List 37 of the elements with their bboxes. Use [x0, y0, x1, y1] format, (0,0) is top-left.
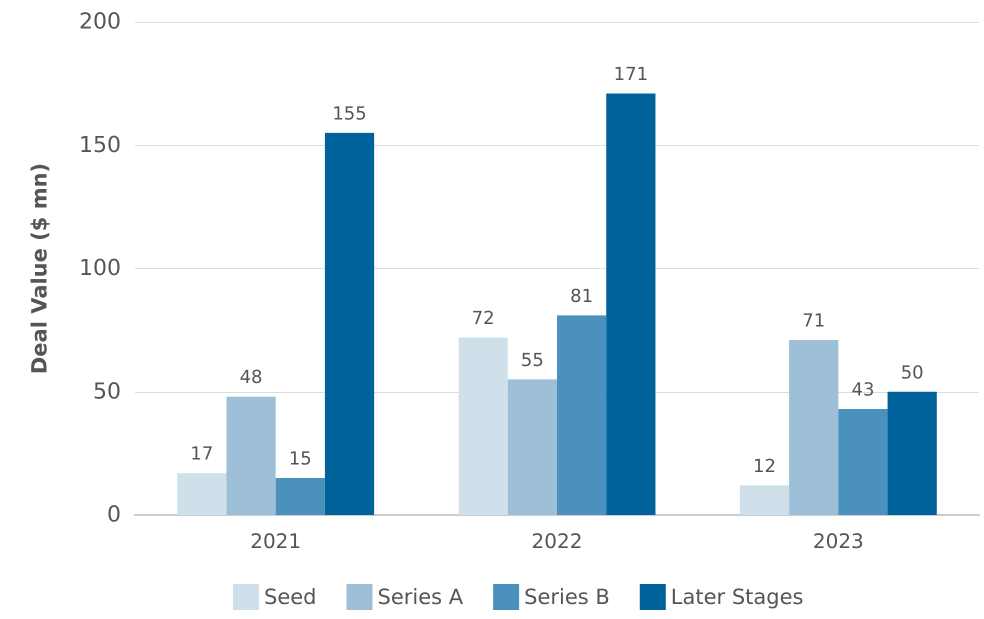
data-label: 72 [472, 308, 495, 330]
x-tick-label: 2022 [532, 529, 582, 553]
data-label: 15 [288, 448, 312, 470]
y-axis-title: Deal Value ($ mn) [28, 162, 52, 374]
bar [458, 338, 508, 515]
bar [606, 93, 656, 515]
data-label: 171 [614, 64, 648, 85]
legend-label: Later Stages [670, 585, 804, 609]
bar [508, 379, 557, 515]
bar [888, 392, 937, 515]
legend-label: Series A [378, 585, 464, 609]
bar [740, 485, 790, 515]
y-tick-label: 100 [79, 256, 121, 281]
bar [177, 473, 226, 515]
data-label: 12 [753, 456, 776, 477]
legend-label: Series B [524, 585, 610, 609]
data-label: 155 [332, 103, 367, 124]
data-label: 50 [900, 362, 924, 384]
data-label: 43 [851, 380, 874, 401]
bar [838, 409, 888, 515]
data-label: 71 [802, 310, 826, 332]
y-tick-label: 200 [79, 10, 121, 34]
bar [276, 478, 325, 515]
data-label: 81 [570, 286, 594, 307]
y-tick-label: 0 [107, 502, 121, 528]
bar [324, 132, 374, 515]
bar [789, 340, 838, 515]
data-label: 48 [240, 367, 263, 388]
data-label: 17 [190, 444, 214, 465]
bar [226, 396, 276, 515]
y-tick-label: 150 [79, 132, 121, 158]
y-tick-label: 50 [93, 379, 121, 404]
data-label: 55 [520, 350, 544, 371]
x-tick-label: 2023 [812, 529, 864, 553]
legend-label: Seed [264, 585, 316, 609]
bar [557, 315, 606, 515]
x-tick-label: 2021 [250, 529, 302, 553]
